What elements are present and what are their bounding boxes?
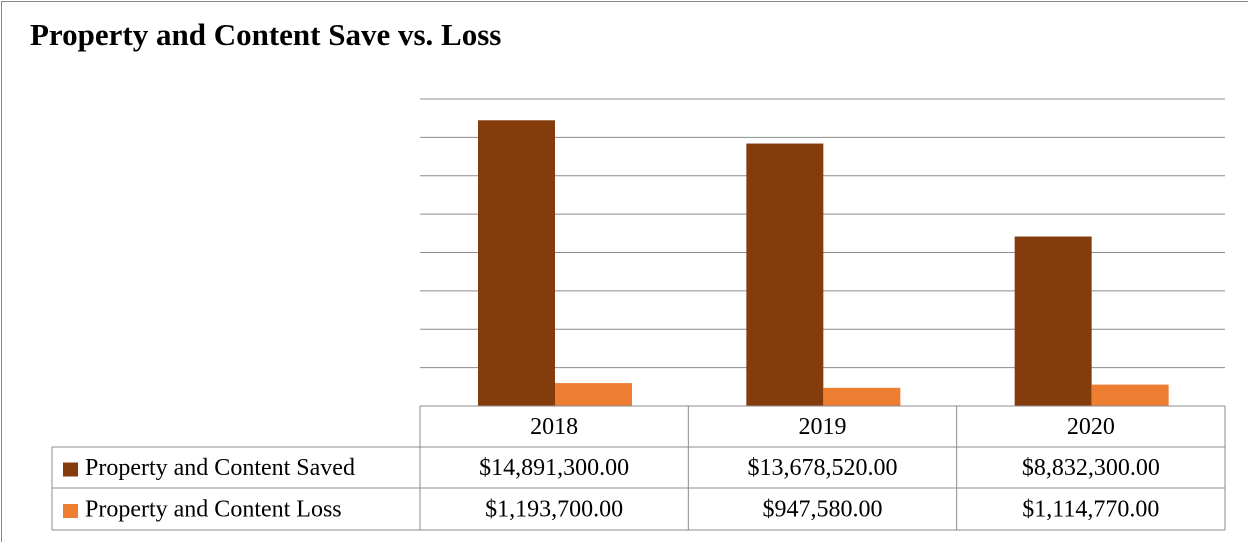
chart-title: Property and Content Save vs. Loss	[30, 17, 501, 52]
legend-swatch	[63, 462, 78, 477]
x-tick-label: 2018	[530, 414, 578, 440]
bar	[555, 383, 632, 406]
bar	[1014, 236, 1092, 406]
data-label: $8,832,300.00	[1022, 455, 1160, 481]
data-label: $14,891,300.00	[479, 455, 629, 481]
data-label: $1,114,770.00	[1022, 497, 1159, 523]
bar	[823, 387, 901, 406]
x-tick-label: 2020	[1067, 414, 1115, 440]
legend-label: Property and Content Loss	[85, 497, 342, 523]
bar	[746, 143, 824, 406]
bar	[1091, 384, 1169, 406]
data-label: $947,580.00	[763, 497, 883, 523]
data-label: $1,193,700.00	[485, 497, 623, 523]
data-label: $13,678,520.00	[748, 455, 898, 481]
legend-label: Property and Content Saved	[85, 455, 355, 481]
x-tick-label: 2019	[799, 414, 847, 440]
bar	[478, 120, 555, 406]
legend-swatch	[63, 504, 78, 518]
